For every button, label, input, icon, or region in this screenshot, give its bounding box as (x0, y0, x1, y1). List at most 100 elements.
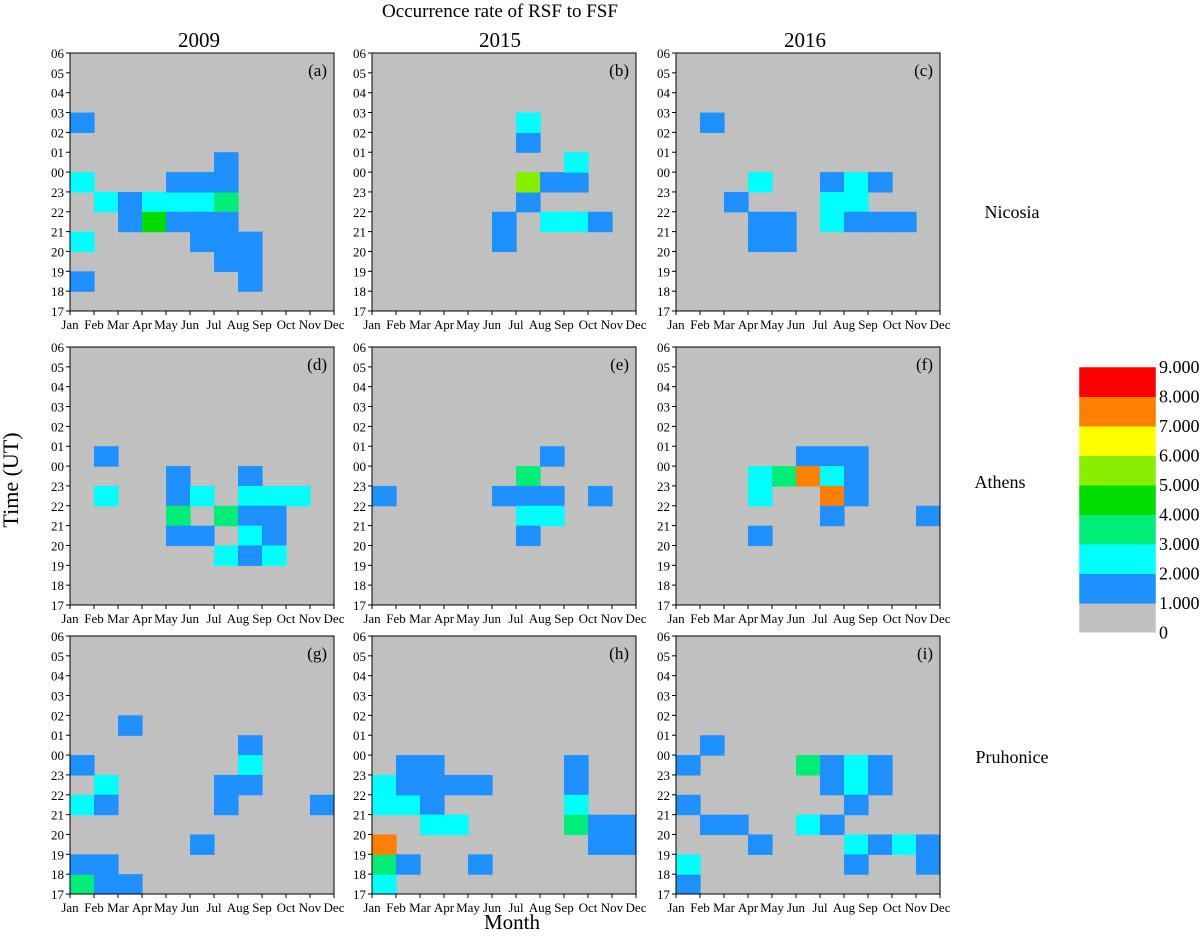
y-tick-label: 02 (51, 125, 64, 140)
heatmap-cell (70, 172, 95, 193)
y-tick-label: 05 (51, 649, 64, 664)
x-tick-label: Sep (554, 317, 574, 332)
y-tick-label: 01 (353, 439, 366, 454)
heatmap-cell (214, 794, 239, 816)
heatmap-cell (892, 211, 917, 233)
heatmap-cell (468, 854, 493, 875)
heatmap-cell (190, 191, 215, 213)
panel-d: (d) 17 18 19 20 21 22 23 00 01 02 03 04 05 06 Jan Feb Mar… (51, 340, 345, 626)
y-tick-label: 21 (657, 808, 670, 823)
x-tick-label: Jan (667, 611, 685, 626)
x-tick-label: Aug (227, 611, 250, 626)
colorbar-label: 6.000 (1159, 446, 1200, 466)
heatmap-cell (214, 774, 239, 796)
x-tick-label: Dec (324, 611, 345, 626)
x-tick-label: Jun (181, 317, 200, 332)
heatmap-cell (70, 854, 95, 875)
heatmap-cell (372, 874, 397, 894)
x-tick-label: Jul (206, 611, 222, 626)
heatmap-cell (262, 525, 287, 547)
y-tick-label: 23 (353, 185, 366, 200)
heatmap-cell (796, 755, 821, 776)
heatmap-cell (286, 485, 311, 507)
x-axis-title: Month (484, 910, 541, 934)
panel-e: (e) 17 18 19 20 21 22 23 00 01 02 03 04 05 06 Jan Feb Mar… (353, 340, 647, 626)
panel-b-background (372, 53, 636, 311)
heatmap-cell (238, 485, 263, 507)
heatmap-cell (564, 774, 589, 796)
x-tick-label: Oct (277, 317, 296, 332)
heatmap-cell (916, 505, 940, 527)
heatmap-cell (564, 172, 589, 193)
heatmap-cell (190, 485, 215, 507)
heatmap-cell (166, 191, 191, 213)
colorbar-swatch (1079, 603, 1156, 633)
y-tick-label: 05 (353, 360, 366, 375)
x-tick-label: Apr (434, 317, 455, 332)
x-tick-label: Aug (833, 900, 856, 915)
y-tick-label: 21 (51, 225, 64, 240)
x-tick-label: Apr (132, 900, 153, 915)
heatmap-cell (748, 172, 773, 193)
heatmap-cell (238, 251, 263, 272)
x-tick-label: Aug (529, 611, 552, 626)
x-tick-label: Aug (529, 900, 552, 915)
y-tick-label: 22 (353, 499, 366, 514)
heatmap-cell (190, 525, 215, 547)
heatmap-cell (372, 774, 397, 796)
panel-c: (c) 17 18 19 20 21 22 23 00 01 02 03 04 05 06 Jan Feb Mar… (657, 46, 951, 332)
x-tick-label: Jan (61, 317, 79, 332)
y-tick-label: 18 (353, 867, 366, 882)
x-tick-label: Sep (554, 900, 574, 915)
y-tick-label: 05 (51, 360, 64, 375)
column-title-2016: 2016 (784, 28, 826, 52)
x-tick-label: Jan (61, 611, 79, 626)
heatmap-cell (94, 774, 119, 796)
heatmap-cell (916, 834, 940, 855)
heatmap-cell (516, 191, 541, 213)
y-tick-label: 20 (353, 244, 366, 259)
heatmap-cell (588, 834, 613, 855)
y-tick-label: 17 (657, 598, 671, 613)
heatmap-cell (118, 715, 143, 736)
x-tick-label: Sep (858, 317, 878, 332)
y-tick-label: 21 (353, 519, 366, 534)
panel-e-frame (371, 346, 637, 606)
y-tick-label: 23 (657, 479, 670, 494)
heatmap-cell (892, 834, 917, 855)
x-tick-label: Dec (930, 317, 951, 332)
y-tick-label: 17 (51, 887, 65, 902)
colorbar-label: 5.000 (1159, 475, 1200, 495)
heatmap-cell (588, 211, 613, 233)
colorbar-swatch (1079, 573, 1156, 604)
heatmap-cell (516, 485, 541, 507)
heatmap-cell (372, 794, 397, 816)
heatmap-cell (516, 466, 541, 487)
y-tick-label: 18 (657, 284, 670, 299)
heatmap-cell (916, 854, 940, 875)
colorbar-label: 8.000 (1159, 387, 1200, 407)
y-tick-label: 02 (51, 708, 64, 723)
x-tick-label: Jun (787, 317, 806, 332)
x-tick-label: Feb (84, 900, 104, 915)
heatmap-cell (238, 774, 263, 796)
y-tick-label: 17 (353, 887, 367, 902)
y-tick-label: 03 (51, 106, 64, 121)
y-tick-label: 02 (657, 125, 670, 140)
y-tick-label: 21 (353, 808, 366, 823)
y-tick-label: 23 (353, 479, 366, 494)
x-tick-label: Apr (434, 900, 455, 915)
heatmap-cell (396, 794, 421, 816)
colorbar: 0 1.000 2.000 3.000 4.000 5.000 6.000 7.000 8.00… (1078, 357, 1200, 643)
y-tick-label: 03 (353, 400, 366, 415)
x-tick-label: Oct (579, 900, 598, 915)
y-tick-label: 18 (51, 578, 64, 593)
heatmap-cell (70, 794, 95, 816)
x-tick-label: Oct (883, 900, 902, 915)
y-tick-label: 02 (353, 419, 366, 434)
heatmap-cell (676, 854, 701, 875)
x-tick-label: Oct (579, 317, 598, 332)
x-tick-label: Jul (812, 611, 828, 626)
x-tick-label: Jun (787, 900, 806, 915)
y-tick-label: 06 (657, 340, 671, 355)
